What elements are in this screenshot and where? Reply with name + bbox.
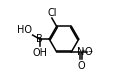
Text: N: N [77, 47, 85, 57]
Text: +: + [80, 48, 85, 53]
Text: −: − [87, 48, 93, 53]
Text: O: O [77, 61, 85, 71]
Text: B: B [36, 34, 43, 44]
Text: Cl: Cl [47, 8, 57, 18]
Text: HO: HO [17, 25, 32, 35]
Text: OH: OH [32, 48, 47, 58]
Text: O: O [84, 47, 92, 57]
